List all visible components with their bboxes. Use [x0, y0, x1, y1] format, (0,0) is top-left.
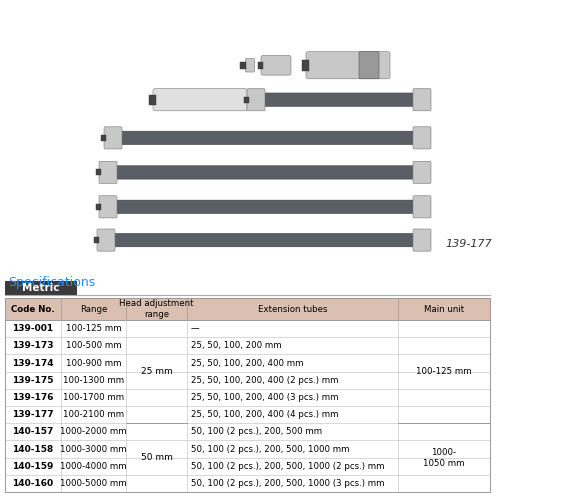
FancyBboxPatch shape: [96, 169, 101, 175]
Text: 139-174: 139-174: [12, 358, 54, 368]
FancyBboxPatch shape: [5, 337, 490, 354]
FancyBboxPatch shape: [5, 298, 490, 320]
FancyBboxPatch shape: [5, 320, 490, 337]
FancyBboxPatch shape: [101, 135, 106, 141]
Text: 139-176: 139-176: [12, 393, 54, 402]
Text: 25 mm: 25 mm: [140, 367, 173, 376]
Text: Metric: Metric: [22, 283, 60, 293]
FancyBboxPatch shape: [5, 354, 490, 372]
Text: 100-900 mm: 100-900 mm: [66, 358, 121, 368]
Text: 1000-4000 mm: 1000-4000 mm: [60, 462, 127, 471]
FancyBboxPatch shape: [413, 162, 431, 183]
Text: 25, 50, 100, 200, 400 (3 pcs.) mm: 25, 50, 100, 200, 400 (3 pcs.) mm: [191, 393, 338, 402]
Text: 100-1300 mm: 100-1300 mm: [63, 376, 124, 385]
FancyBboxPatch shape: [99, 162, 117, 183]
FancyBboxPatch shape: [105, 233, 422, 247]
FancyBboxPatch shape: [104, 127, 122, 149]
Text: 100-125 mm: 100-125 mm: [65, 324, 121, 333]
Text: —: —: [191, 324, 200, 333]
FancyBboxPatch shape: [5, 389, 490, 406]
FancyBboxPatch shape: [245, 59, 254, 72]
Text: Extension tubes: Extension tubes: [258, 305, 327, 314]
FancyBboxPatch shape: [359, 52, 379, 79]
Text: 139-177: 139-177: [12, 410, 54, 419]
Text: 50, 100 (2 pcs.), 200, 500 mm: 50, 100 (2 pcs.), 200, 500 mm: [191, 427, 322, 436]
FancyBboxPatch shape: [5, 372, 490, 389]
FancyBboxPatch shape: [5, 423, 490, 440]
Text: 140-159: 140-159: [12, 462, 54, 471]
Text: 140-157: 140-157: [12, 427, 54, 436]
Text: 50, 100 (2 pcs.), 200, 500, 1000 (3 pcs.) mm: 50, 100 (2 pcs.), 200, 500, 1000 (3 pcs.…: [191, 479, 385, 488]
FancyBboxPatch shape: [5, 406, 490, 423]
FancyBboxPatch shape: [94, 237, 99, 243]
Text: Range: Range: [80, 305, 107, 314]
Text: 1000-3000 mm: 1000-3000 mm: [60, 444, 127, 454]
FancyBboxPatch shape: [96, 204, 101, 210]
Text: Main unit: Main unit: [424, 305, 464, 314]
Text: 139-175: 139-175: [12, 376, 54, 385]
FancyBboxPatch shape: [306, 52, 390, 79]
FancyBboxPatch shape: [413, 88, 431, 111]
FancyBboxPatch shape: [108, 166, 422, 179]
FancyBboxPatch shape: [258, 62, 263, 69]
Text: 100-1700 mm: 100-1700 mm: [63, 393, 124, 402]
FancyBboxPatch shape: [5, 475, 490, 492]
Text: Specifications: Specifications: [8, 276, 95, 289]
FancyBboxPatch shape: [302, 60, 309, 72]
FancyBboxPatch shape: [255, 93, 422, 106]
Text: 25, 50, 100, 200, 400 (2 pcs.) mm: 25, 50, 100, 200, 400 (2 pcs.) mm: [191, 376, 338, 385]
Text: 1000-2000 mm: 1000-2000 mm: [60, 427, 127, 436]
Text: Code No.: Code No.: [11, 305, 55, 314]
FancyBboxPatch shape: [261, 55, 291, 75]
FancyBboxPatch shape: [5, 440, 490, 458]
FancyBboxPatch shape: [247, 88, 265, 111]
Text: 140-160: 140-160: [12, 479, 54, 488]
FancyBboxPatch shape: [413, 196, 431, 218]
Text: 139-177: 139-177: [445, 239, 492, 248]
FancyBboxPatch shape: [153, 88, 247, 111]
FancyBboxPatch shape: [99, 196, 117, 218]
Text: 1000-
1050 mm: 1000- 1050 mm: [423, 448, 465, 468]
FancyBboxPatch shape: [97, 229, 115, 251]
Text: 50 mm: 50 mm: [140, 453, 173, 462]
FancyBboxPatch shape: [240, 62, 246, 69]
FancyBboxPatch shape: [108, 200, 422, 214]
FancyBboxPatch shape: [413, 229, 431, 251]
Text: 100-125 mm: 100-125 mm: [416, 367, 472, 376]
Text: 50, 100 (2 pcs.), 200, 500, 1000 mm: 50, 100 (2 pcs.), 200, 500, 1000 mm: [191, 444, 349, 454]
FancyBboxPatch shape: [413, 127, 431, 149]
FancyBboxPatch shape: [149, 95, 156, 105]
Text: Head adjustment
range: Head adjustment range: [120, 299, 194, 319]
Text: 100-500 mm: 100-500 mm: [65, 341, 121, 350]
Text: 25, 50, 100, 200, 400 (4 pcs.) mm: 25, 50, 100, 200, 400 (4 pcs.) mm: [191, 410, 338, 419]
Text: 100-2100 mm: 100-2100 mm: [63, 410, 124, 419]
FancyBboxPatch shape: [5, 281, 77, 295]
Text: 1000-5000 mm: 1000-5000 mm: [60, 479, 127, 488]
Text: 140-158: 140-158: [12, 444, 54, 454]
Text: 25, 50, 100, 200 mm: 25, 50, 100, 200 mm: [191, 341, 281, 350]
Text: 139-001: 139-001: [12, 324, 54, 333]
FancyBboxPatch shape: [244, 96, 249, 103]
Text: 25, 50, 100, 200, 400 mm: 25, 50, 100, 200, 400 mm: [191, 358, 303, 368]
Text: 139-173: 139-173: [12, 341, 54, 350]
FancyBboxPatch shape: [5, 458, 490, 475]
FancyBboxPatch shape: [112, 131, 422, 145]
Text: 50, 100 (2 pcs.), 200, 500, 1000 (2 pcs.) mm: 50, 100 (2 pcs.), 200, 500, 1000 (2 pcs.…: [191, 462, 385, 471]
